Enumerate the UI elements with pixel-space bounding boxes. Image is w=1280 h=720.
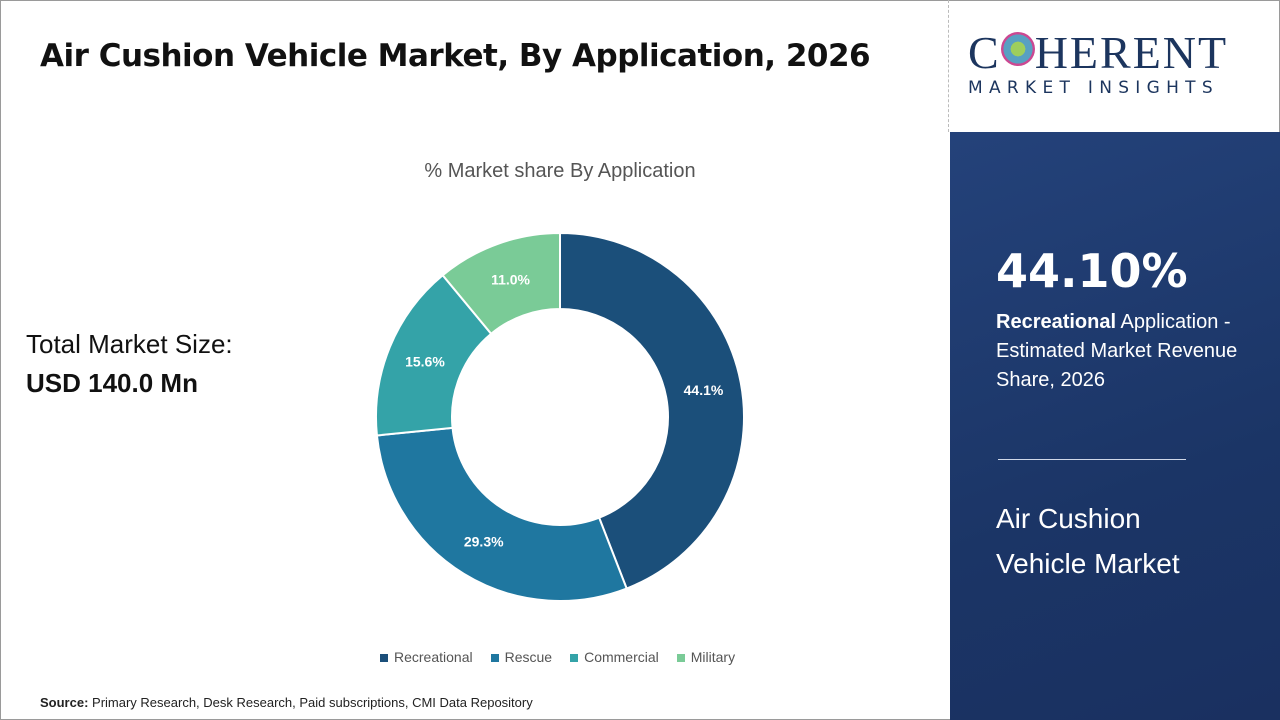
highlight-panel: 44.10% Recreational Application - Estima… — [950, 132, 1280, 720]
legend-swatch — [676, 654, 685, 662]
highlight-text: Application - Estimated Market Revenue S… — [996, 311, 1238, 391]
donut-slice-military — [441, 231, 561, 336]
highlight-description: Recreational Application - Estimated Mar… — [996, 308, 1266, 395]
total-market-size: Total Market Size: USD 140.0 Mn — [26, 325, 233, 403]
logo-wordmark: C HERENT — [968, 27, 1229, 78]
donut-chart: 44.1% 29.3% 15.6% 11.0% — [375, 231, 745, 602]
data-label-commercial: 15.6% — [405, 354, 445, 370]
logo-tagline: MARKET INSIGHTS — [968, 78, 1219, 98]
market-name: Air Cushion Vehicle Market — [996, 503, 1180, 579]
donut-slice-recreational — [559, 231, 745, 590]
source-label: Source: — [40, 695, 89, 710]
legend-item-rescue: Rescue — [490, 649, 553, 665]
source-note: Source: Primary Research, Desk Research,… — [40, 695, 533, 710]
donut-slice-rescue — [375, 426, 628, 602]
data-label-rescue: 29.3% — [464, 533, 504, 549]
legend-swatch — [380, 654, 388, 662]
page-title: Air Cushion Vehicle Market, By Applicati… — [40, 38, 871, 74]
legend-item-military: Military — [676, 649, 736, 665]
data-label-recreational: 44.1% — [684, 382, 724, 398]
highlight-percent: 44.10% — [996, 244, 1188, 298]
legend-label: Rescue — [504, 649, 553, 665]
highlight-segment: Recreational — [996, 311, 1117, 333]
chart-legend: Recreational Rescue Commercial Military — [380, 649, 735, 665]
source-text: Primary Research, Desk Research, Paid su… — [88, 695, 533, 710]
legend-label: Military — [690, 649, 736, 665]
globe-icon — [1000, 32, 1035, 66]
total-market-value: USD 140.0 Mn — [26, 368, 198, 398]
legend-label: Recreational — [394, 649, 473, 665]
legend-swatch — [490, 654, 499, 662]
data-label-military: 11.0% — [491, 272, 530, 288]
company-logo: C HERENT MARKET INSIGHTS — [968, 27, 1260, 99]
legend-item-recreational: Recreational — [380, 649, 473, 665]
legend-item-commercial: Commercial — [570, 649, 659, 665]
legend-swatch — [570, 654, 579, 662]
chart-title: % Market share By Application — [424, 160, 696, 182]
divider — [948, 0, 949, 132]
panel-divider — [998, 459, 1186, 460]
legend-label: Commercial — [584, 649, 659, 665]
total-market-label: Total Market Size: — [26, 329, 233, 359]
